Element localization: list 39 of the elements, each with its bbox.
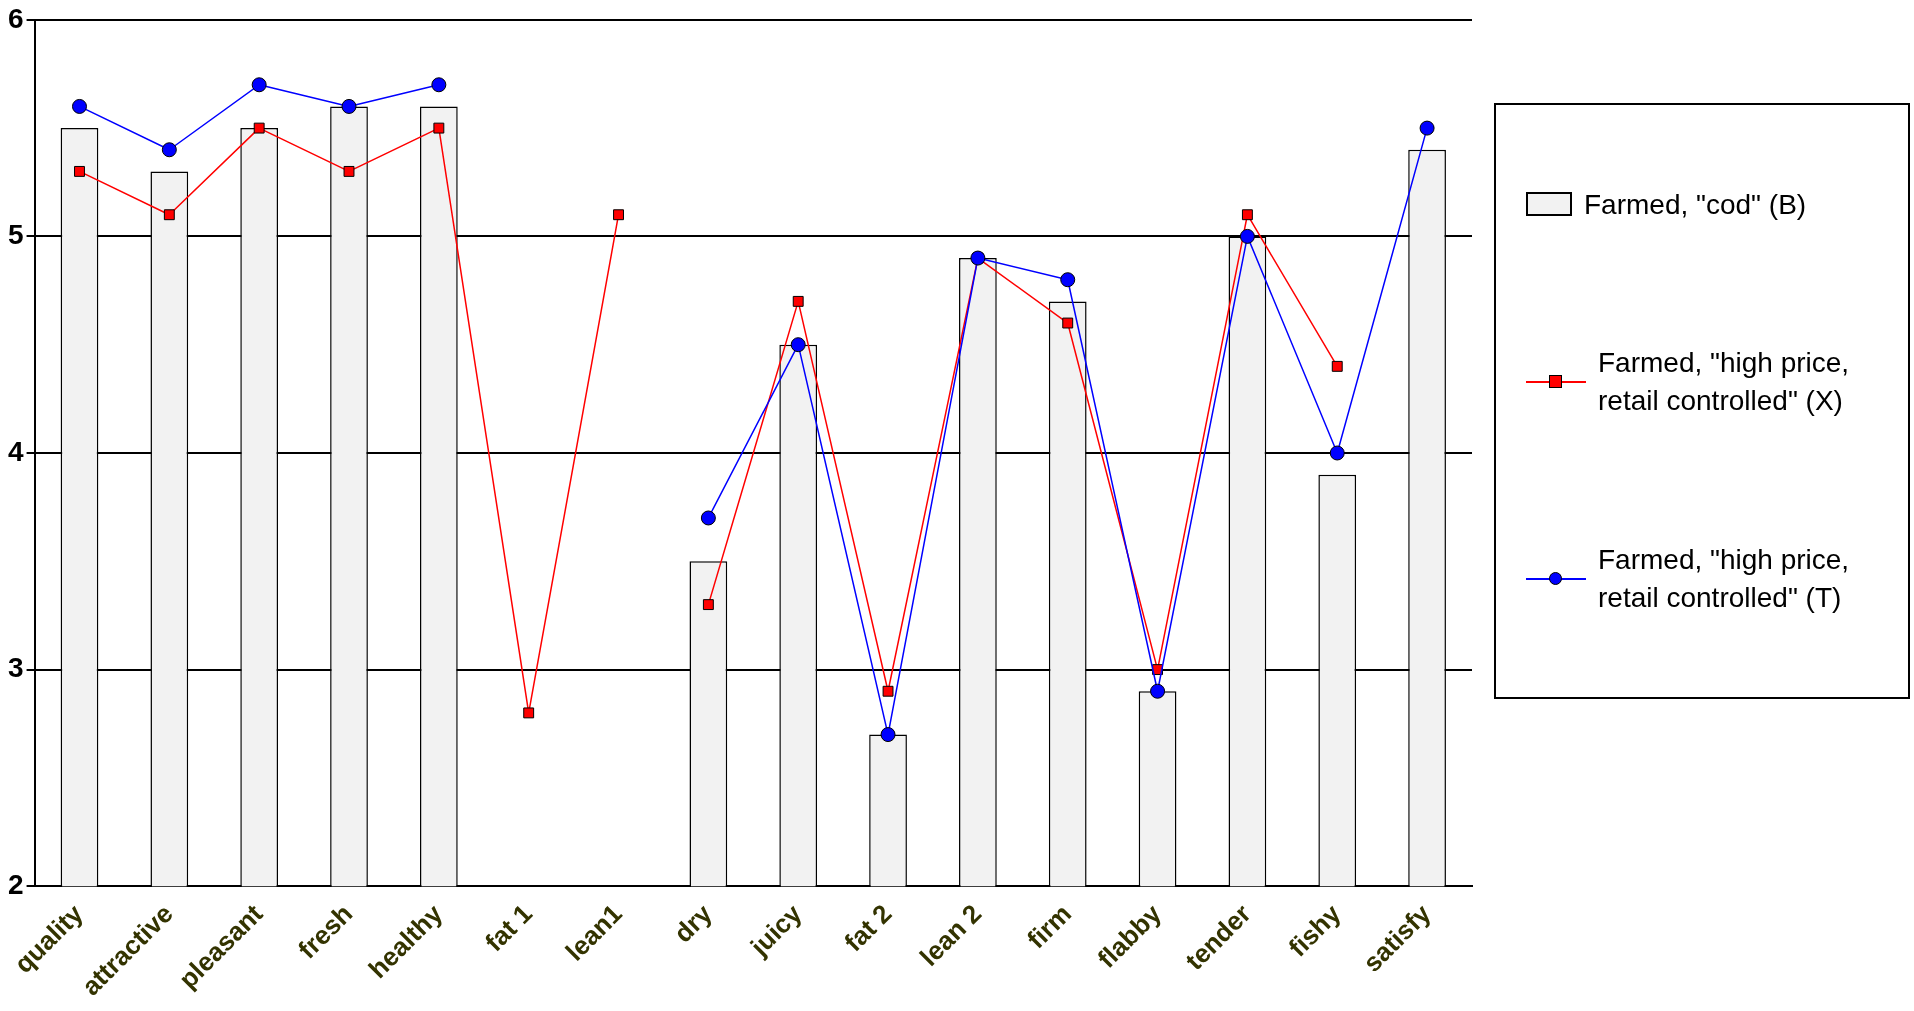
y-tick-label: 3 bbox=[7, 652, 24, 684]
y-tick-label: 5 bbox=[7, 219, 24, 251]
x-tick-label: fat 2 bbox=[838, 898, 898, 958]
point bbox=[1329, 445, 1345, 461]
point bbox=[341, 98, 357, 114]
point bbox=[74, 165, 85, 177]
point bbox=[433, 122, 445, 134]
point bbox=[792, 295, 804, 307]
point bbox=[882, 685, 894, 697]
point bbox=[613, 209, 624, 221]
point bbox=[431, 77, 447, 93]
y-tick-label: 2 bbox=[7, 868, 24, 900]
point bbox=[1062, 317, 1074, 329]
x-tick-label: lean 2 bbox=[913, 898, 988, 972]
legend-label: Farmed, "high price, retail controlled" (T) bbox=[1598, 542, 1851, 615]
point bbox=[702, 599, 714, 611]
point bbox=[1419, 120, 1435, 136]
point bbox=[161, 142, 177, 158]
y-tick-label: 6 bbox=[7, 2, 24, 34]
x-tick-label: fat 1 bbox=[478, 898, 538, 958]
point bbox=[700, 510, 716, 526]
point bbox=[1239, 228, 1255, 244]
point bbox=[1060, 272, 1076, 288]
point bbox=[251, 77, 267, 93]
x-tick-label: firm bbox=[1021, 898, 1078, 955]
point bbox=[523, 707, 535, 719]
legend-label: Farmed, "cod" (B) bbox=[1584, 187, 1807, 222]
point bbox=[1241, 209, 1253, 221]
point bbox=[71, 98, 87, 114]
point bbox=[163, 209, 175, 221]
point bbox=[880, 727, 896, 743]
point bbox=[790, 337, 806, 353]
x-tick-label: dry bbox=[667, 897, 719, 949]
point bbox=[1150, 683, 1166, 699]
point bbox=[253, 122, 265, 134]
legend-label: Farmed, "high price, retail controlled" (X) bbox=[1598, 346, 1851, 419]
y-tick-label: 4 bbox=[7, 435, 24, 467]
point bbox=[1331, 360, 1343, 372]
point bbox=[343, 165, 355, 177]
